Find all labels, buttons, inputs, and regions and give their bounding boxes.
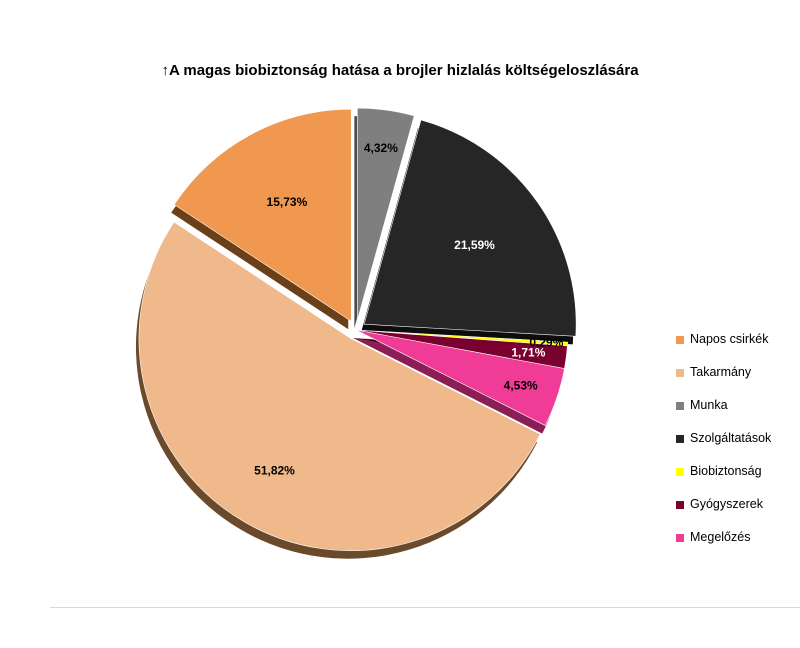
data-label-megelozes: 4,53% — [504, 379, 538, 393]
data-label-biobiztonsag: 0,29% — [529, 336, 563, 350]
data-label-gyogyszerek: 1,71% — [511, 345, 545, 359]
legend-label-szolgaltatasok: Szolgáltatások — [690, 431, 772, 445]
data-label-takarmany: 51,82% — [254, 464, 295, 478]
pie-slice-napos-csirkek — [173, 108, 352, 322]
legend-label-napos-csirkek: Napos csirkék — [690, 332, 769, 346]
pie-slice-szolgaltatasok — [363, 119, 577, 337]
data-label-munka: 4,32% — [364, 141, 398, 155]
pie-slice-takarmany — [138, 221, 541, 551]
chart-title: ↑A magas biobiztonság hatása a brojler h… — [161, 62, 639, 79]
legend-swatch-napos-csirkek — [676, 336, 684, 344]
pie-slice-megelozes — [355, 329, 565, 426]
legend-swatch-szolgaltatasok — [676, 435, 684, 443]
legend-swatch-takarmany — [676, 369, 684, 377]
data-label-szolgaltatasok: 21,59% — [454, 238, 495, 252]
legend-swatch-megelozes — [676, 534, 684, 542]
legend-label-biobiztonsag: Biobiztonság — [690, 464, 762, 478]
legend-swatch-gyogyszerek — [676, 501, 684, 509]
pie-slice-munka — [357, 107, 415, 321]
data-label-napos-csirkek: 15,73% — [267, 195, 308, 209]
legend-label-takarmany: Takarmány — [690, 365, 752, 379]
legend-label-munka: Munka — [690, 398, 728, 412]
legend-label-gyogyszerek: Gyógyszerek — [690, 497, 763, 511]
bottom-divider — [50, 607, 800, 608]
legend-swatch-biobiztonsag — [676, 468, 684, 476]
legend-label-megelozes: Megelőzés — [690, 530, 751, 544]
legend-swatch-munka — [676, 402, 684, 410]
pie-slice-shadow-megelozes — [353, 338, 562, 434]
